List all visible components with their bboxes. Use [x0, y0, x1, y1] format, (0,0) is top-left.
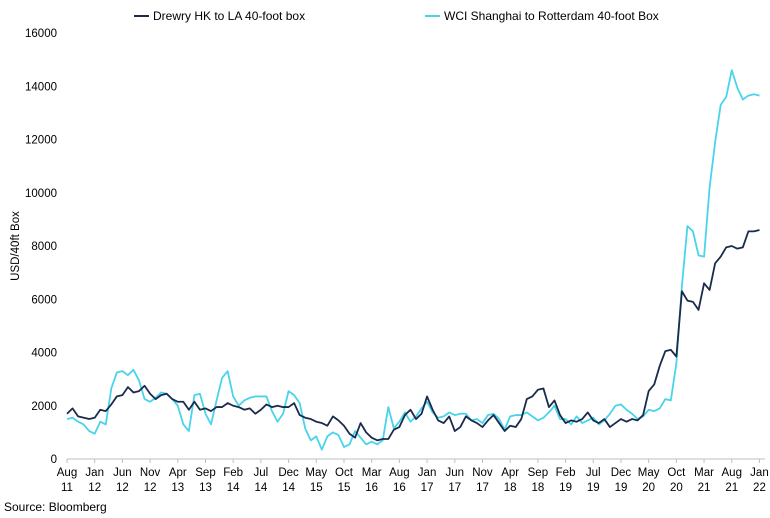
x-tick-label-year: 17	[421, 482, 434, 494]
legend: Drewry HK to LA 40-foot box WCI Shanghai…	[134, 9, 659, 23]
x-axis: Aug 11 Jan 12 Jun 12 Nov 12 Apr 13 Sep 13 Feb 14 Jul 14…	[57, 459, 769, 494]
series-line-wci	[66, 69, 760, 451]
x-tick-label-year: 14	[282, 482, 295, 494]
x-tick-label-month: May	[305, 467, 327, 479]
x-tick-label-month: Dec	[278, 467, 299, 479]
x-tick-label-year: 12	[88, 482, 101, 494]
y-tick-label: 12000	[25, 135, 57, 147]
line-chart: Drewry HK to LA 40-foot box WCI Shanghai…	[10, 9, 769, 494]
x-tick-label-month: Jun	[113, 467, 132, 479]
x-tick-label-month: Aug	[389, 467, 409, 479]
x-tick-label-year: 14	[254, 482, 267, 494]
x-tick-label-year: 19	[559, 482, 572, 494]
x-tick-label-year: 20	[642, 482, 655, 494]
x-tick-label-month: Jan	[750, 467, 769, 479]
x-tick-label-year: 15	[310, 482, 323, 494]
y-tick-label: 6000	[31, 294, 57, 306]
x-tick-label-month: Jan	[418, 467, 437, 479]
x-tick-label-year: 20	[670, 482, 683, 494]
y-tick-label: 8000	[31, 241, 57, 253]
x-tick-label-month: Apr	[169, 467, 187, 479]
x-tick-label-year: 11	[61, 482, 73, 494]
y-tick-label: 10000	[25, 188, 57, 200]
x-tick-label-year: 17	[448, 482, 461, 494]
x-tick-label-month: Sep	[195, 467, 215, 479]
x-tick-label-month: Jul	[254, 467, 269, 479]
y-tick-label: 16000	[25, 28, 57, 40]
y-axis-title: USD/40ft Box	[10, 211, 22, 281]
y-tick-label: 14000	[25, 81, 57, 93]
x-tick-label-month: Mar	[694, 467, 714, 479]
y-axis: 0 2000 4000 6000 8000 10000 12000 14000 16000	[25, 28, 57, 466]
x-tick-label-year: 17	[476, 482, 489, 494]
x-tick-label-year: 13	[199, 482, 212, 494]
x-tick-label-year: 16	[393, 482, 406, 494]
x-tick-label-month: Mar	[362, 467, 382, 479]
x-tick-label-month: Jan	[85, 467, 104, 479]
x-tick-label-year: 14	[227, 482, 240, 494]
x-tick-label-month: Nov	[472, 467, 493, 479]
series-line-drewry	[66, 229, 760, 442]
x-tick-label-year: 12	[116, 482, 129, 494]
x-tick-label-year: 16	[365, 482, 378, 494]
x-tick-label-month: Sep	[528, 467, 548, 479]
source-note: Source: Bloomberg	[4, 500, 107, 514]
x-tick-label-year: 15	[338, 482, 351, 494]
x-tick-label-month: Oct	[667, 467, 686, 479]
series-layer	[66, 69, 760, 451]
x-tick-label-year: 22	[753, 482, 766, 494]
x-tick-label-year: 19	[615, 482, 628, 494]
x-tick-label-month: Nov	[140, 467, 161, 479]
x-tick-label-month: Jul	[586, 467, 601, 479]
legend-label-drewry: Drewry HK to LA 40-foot box	[153, 9, 305, 23]
x-tick-label-month: May	[638, 467, 660, 479]
x-tick-label-month: Aug	[722, 467, 742, 479]
legend-label-wci: WCI Shanghai to Rotterdam 40-foot Box	[444, 9, 659, 23]
y-tick-label: 4000	[31, 348, 57, 360]
x-tick-label-month: Jun	[446, 467, 465, 479]
x-tick-label-month: Oct	[335, 467, 354, 479]
x-tick-label-year: 13	[171, 482, 184, 494]
x-tick-label-month: Aug	[57, 467, 77, 479]
y-tick-label: 2000	[31, 401, 57, 413]
x-tick-label-month: Apr	[501, 467, 519, 479]
x-tick-label-year: 21	[698, 482, 711, 494]
x-tick-label-month: Dec	[611, 467, 632, 479]
x-tick-label-year: 19	[587, 482, 600, 494]
x-tick-label-year: 12	[144, 482, 157, 494]
y-tick-label: 0	[51, 454, 57, 466]
x-tick-label-year: 18	[531, 482, 544, 494]
x-tick-label-month: Feb	[223, 467, 243, 479]
x-tick-label-year: 18	[504, 482, 517, 494]
x-tick-label-month: Feb	[556, 467, 576, 479]
x-tick-label-year: 21	[725, 482, 738, 494]
